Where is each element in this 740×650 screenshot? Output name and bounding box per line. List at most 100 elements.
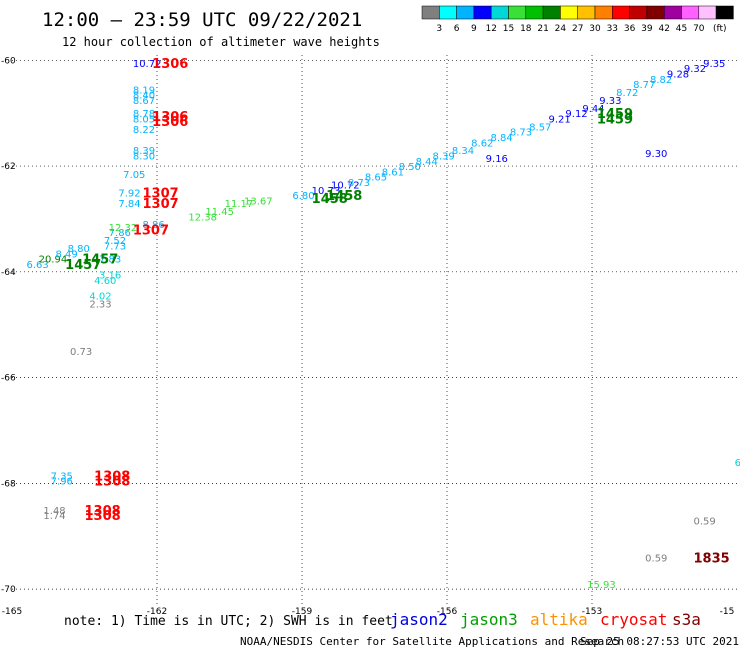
pass-time-label: 1835 xyxy=(694,551,730,566)
wave-height-label: 7.05 xyxy=(123,170,145,181)
wave-height-label: 6.80 xyxy=(292,191,314,202)
color-scale-unit: (ft) xyxy=(713,24,727,34)
wave-height-label: 8.80 xyxy=(68,244,90,255)
wave-height-label: 13.67 xyxy=(244,196,273,207)
pass-time-label: 1306 xyxy=(152,115,188,130)
wave-height-label: 8.84 xyxy=(491,133,513,144)
pass-time-label: 1459 xyxy=(597,107,633,122)
color-scale-label: 6 xyxy=(454,24,460,34)
footer-credit: NOAA/NESDIS Center for Satellite Applica… xyxy=(240,635,624,648)
wave-height-label: 11.17 xyxy=(225,199,254,210)
wave-height-label: 8.22 xyxy=(133,125,155,136)
wave-height-label: 4.60 xyxy=(94,276,116,287)
pass-time-label: 1458 xyxy=(326,189,362,204)
color-scale-legend: 3 6 9 12 15 18 21 24 27 30 33 36 39 42 45 70 xyxy=(421,5,734,34)
pass-time-label: 1308 xyxy=(85,509,121,524)
pass-time-label: 1307 xyxy=(143,187,179,202)
satellite-legend-item: altika xyxy=(530,610,588,629)
satellite-legend-item: jason3 xyxy=(460,610,518,629)
wave-height-label: 1.48 xyxy=(43,506,65,517)
wave-height-label: 1.74 xyxy=(43,511,65,522)
plot-frame xyxy=(12,55,737,605)
y-tick-label: -60 xyxy=(1,56,16,66)
color-scale-label: 9 xyxy=(471,24,477,34)
wave-height-label: 3.16 xyxy=(99,270,121,281)
color-scale-label: 42 xyxy=(658,24,669,34)
y-tick-label: -66 xyxy=(1,374,16,384)
wave-height-label: 8.49 xyxy=(56,249,78,260)
wave-height-label: 15.93 xyxy=(587,580,616,591)
color-scale-label: 18 xyxy=(520,24,532,34)
wave-height-label: 12.38 xyxy=(188,212,217,223)
wave-height-label: 0.73 xyxy=(70,347,92,358)
color-swatch xyxy=(525,5,544,20)
color-swatch xyxy=(646,5,665,20)
pass-time-label: 1308 xyxy=(94,475,130,490)
pass-time-label: 1459 xyxy=(597,112,633,127)
wave-height-label: 11.45 xyxy=(205,207,234,218)
wave-height-label: 8.67 xyxy=(133,96,155,107)
wave-height-label: 8.50 xyxy=(399,162,421,173)
x-tick-label: -153 xyxy=(582,607,602,617)
pass-time-label: 1457 xyxy=(65,258,101,273)
satellite-legend-item: cryosat xyxy=(600,610,667,629)
wave-height-label: 8.40 xyxy=(133,91,155,102)
color-swatch xyxy=(629,5,648,20)
color-swatch xyxy=(542,5,561,20)
pass-time-label: 1306 xyxy=(152,57,188,72)
chart-subtitle: 12 hour collection of altimeter wave hei… xyxy=(62,35,380,49)
color-swatch xyxy=(698,5,717,20)
wave-height-label: 9.30 xyxy=(645,149,667,160)
wave-height-label: 0.59 xyxy=(694,516,716,527)
wave-height-label: 7.96 xyxy=(51,477,73,488)
x-tick-label: -156 xyxy=(437,607,458,617)
x-tick-label: -15 xyxy=(720,607,735,617)
color-swatch xyxy=(715,5,734,20)
wave-height-label: 7.84 xyxy=(118,199,140,210)
wave-height-label: 2.33 xyxy=(89,300,111,311)
wave-height-label: 8.39 xyxy=(133,146,155,157)
wave-height-label: 7.83 xyxy=(99,255,121,266)
color-scale-label: 12 xyxy=(485,24,496,34)
wave-height-label: 9.28 xyxy=(667,70,689,81)
wave-height-label: 7.86 xyxy=(109,228,131,239)
wave-height-label: 8.82 xyxy=(650,75,672,86)
y-tick-label: -62 xyxy=(1,162,16,172)
wave-height-label: 0.59 xyxy=(645,553,667,564)
wave-height-label: 10.72 xyxy=(331,181,360,192)
wave-height-label: 8.65 xyxy=(365,173,387,184)
y-tick-label: -68 xyxy=(1,479,16,489)
wave-height-label: 8.62 xyxy=(471,138,493,149)
pass-time-label: 1306 xyxy=(152,110,188,125)
wave-height-label: 8.30 xyxy=(133,151,155,162)
wave-height-label: 7.73 xyxy=(104,241,126,252)
wave-height-label: 9.44 xyxy=(582,104,604,115)
wave-height-label: 8.73 xyxy=(348,178,370,189)
wave-height-label: 12.32 xyxy=(109,223,138,234)
wave-height-label: 8.39 xyxy=(433,151,455,162)
color-swatch xyxy=(560,5,578,20)
color-scale-label: 30 xyxy=(589,24,601,34)
pass-time-label: 1308 xyxy=(94,469,130,484)
pass-time-label: 1457 xyxy=(82,253,118,268)
wave-height-label: 10.73 xyxy=(312,186,341,197)
wave-height-label: 8.77 xyxy=(633,80,655,91)
color-scale-label: 24 xyxy=(555,24,567,34)
wave-height-label: 8.61 xyxy=(382,167,404,178)
wave-height-label: 8.72 xyxy=(616,88,638,99)
wave-height-label: 7.52 xyxy=(104,236,126,247)
wave-height-label: 8.57 xyxy=(529,122,551,133)
wave-height-label: 9.33 xyxy=(599,96,621,107)
wave-height-label: 8.78 xyxy=(133,109,155,120)
data-points: 10.728.198.408.678.788.058.228.398.307.0… xyxy=(27,59,740,591)
pass-time-label: 1307 xyxy=(133,224,169,239)
wave-height-label: 8.34 xyxy=(452,146,474,157)
color-swatch xyxy=(577,5,596,20)
color-swatch xyxy=(490,5,509,20)
color-scale-label: 39 xyxy=(641,24,653,34)
wave-height-label: 8.86 xyxy=(143,220,165,231)
pass-time-label: 1458 xyxy=(312,192,348,207)
wave-height-label: 7.35 xyxy=(51,471,73,482)
color-scale-label: 27 xyxy=(572,24,583,34)
color-swatch xyxy=(439,5,457,20)
